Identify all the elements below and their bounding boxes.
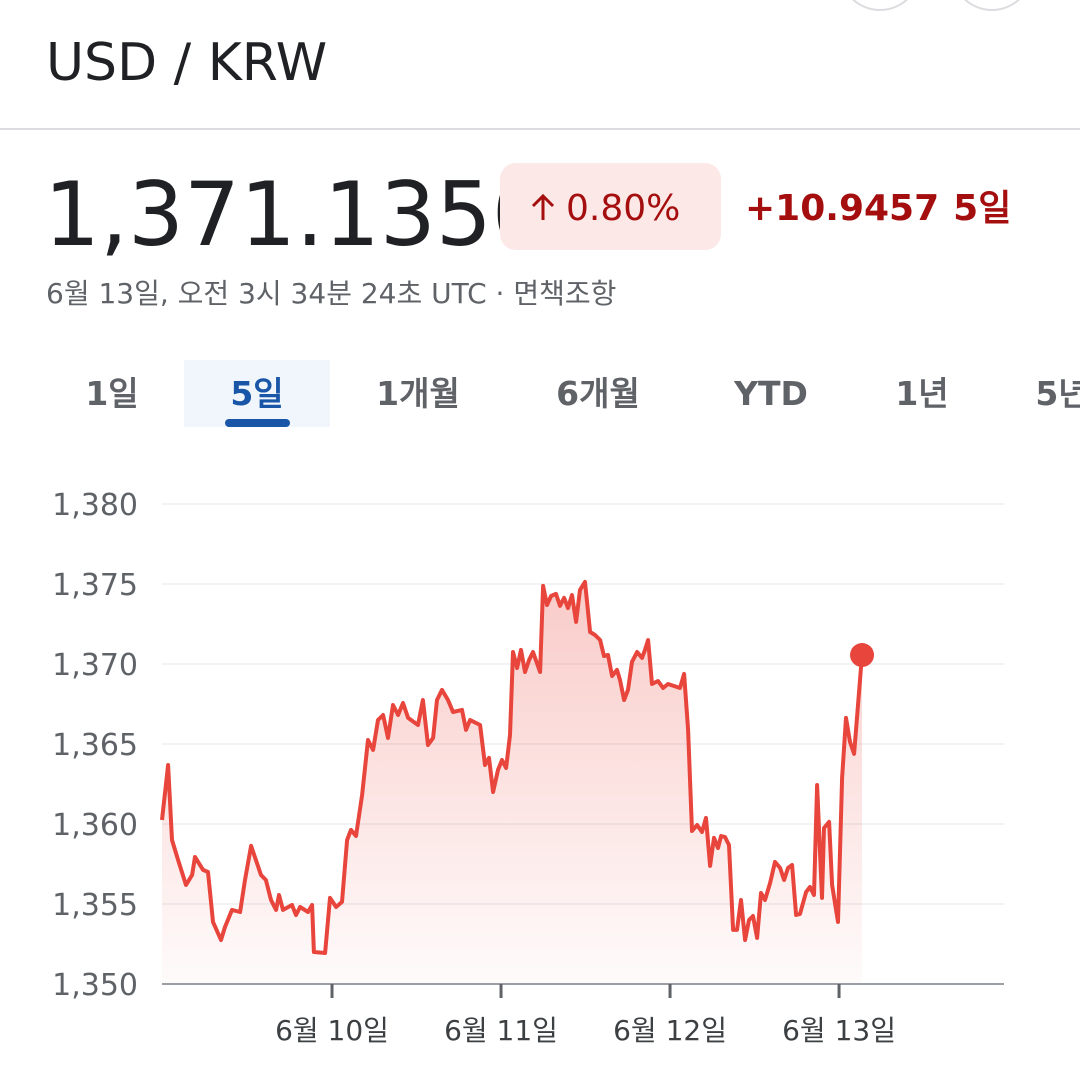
change-badge: [500, 163, 721, 250]
tab[interactable]: 5일: [230, 374, 283, 413]
y-tick-label: 1,350: [52, 968, 138, 1003]
y-tick-label: 1,380: [52, 488, 138, 523]
tab[interactable]: 6개월: [556, 374, 640, 413]
line: [160, 579, 864, 955]
y-tick-label: 1,355: [52, 888, 138, 923]
x-tick-label: 6월 12일: [613, 1014, 727, 1047]
up-arrow: [531, 193, 555, 220]
change-value: +10.9457 5일: [745, 188, 1011, 229]
y-tick-label: 1,360: [52, 808, 138, 843]
timestamp: 6월 13일, 오전 3시 34분 24초 UTC · 면책조항: [46, 277, 616, 310]
last-point: [850, 643, 875, 668]
chart: 1,350 1,355 1,360 1,365 1,370 1,375 1,380 6월 10…: [52, 488, 1004, 1047]
area: [162, 581, 863, 984]
period: 5일: [953, 188, 1011, 229]
change-percent: 0.80%: [566, 188, 680, 229]
y-tick-label: 1,365: [52, 728, 138, 763]
x-tick-label: 6월 13일: [782, 1014, 896, 1047]
change: +10.9457: [745, 188, 939, 229]
tab-bar: 1일 5일 1개월 6개월 YTD 1년 5년: [85, 360, 1080, 427]
x-tick-label: 6월 10일: [275, 1014, 389, 1047]
x-tick-label: 6월 11일: [444, 1014, 558, 1047]
tab[interactable]: YTD: [733, 374, 808, 413]
action-button[interactable]: [840, 0, 920, 11]
tab-indicator: [225, 419, 290, 427]
action-button[interactable]: [952, 0, 1032, 11]
tab[interactable]: 5년: [1035, 374, 1080, 413]
price: 1,371.1350: [44, 163, 548, 266]
tab[interactable]: 1개월: [376, 374, 460, 413]
tab[interactable]: 1년: [895, 374, 948, 413]
tab-highlight: [184, 360, 330, 427]
y-tick-label: 1,370: [52, 648, 138, 683]
tab[interactable]: 1일: [85, 374, 138, 413]
title: USD / KRW: [46, 33, 327, 93]
y-tick-label: 1,375: [52, 568, 138, 603]
